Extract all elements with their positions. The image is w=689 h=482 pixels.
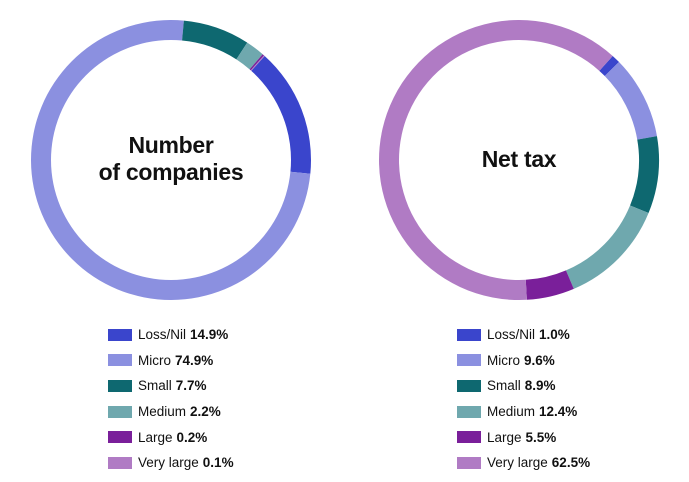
legend-label: Very large — [487, 455, 548, 471]
donut-segment-loss-nil — [599, 55, 620, 77]
net-tax-legend: Loss/Nil 1.0% Micro 9.6% Small 8.9% Medium 12.4… — [457, 322, 590, 476]
legend-value: 5.5% — [525, 429, 557, 445]
legend-value: 74.9% — [175, 352, 214, 368]
net-tax-donut-title: Net tax — [481, 146, 557, 172]
legend-value: 62.5% — [551, 455, 591, 471]
legend-swatch — [457, 328, 481, 341]
donut-segment-large — [249, 54, 265, 71]
legend-swatch — [108, 328, 132, 341]
legend-item: Micro 9.6% — [457, 348, 590, 374]
legend-swatch — [108, 354, 132, 367]
donut-segment-very-large — [250, 55, 265, 71]
legend-value: 2.2% — [190, 404, 221, 420]
legend-item: Very large 62.5% — [457, 450, 590, 476]
donut-segment-small — [182, 20, 248, 60]
net-tax-donut — [379, 19, 659, 300]
legend-label: Loss/Nil — [138, 327, 187, 343]
legend-swatch — [108, 456, 132, 469]
legend-swatch — [457, 456, 481, 469]
legend-label: Very large — [138, 455, 199, 471]
legend-swatch — [457, 405, 481, 418]
legend-value: 9.6% — [524, 352, 555, 368]
legend-swatch — [457, 431, 481, 444]
legend-label: Small — [138, 378, 172, 394]
legend-item: Medium 2.2% — [108, 399, 234, 425]
donut-segment-loss-nil — [251, 55, 311, 174]
legend-item: Large 0.2% — [108, 424, 234, 450]
legend-item: Loss/Nil 14.9% — [108, 322, 234, 348]
donut-segment-large — [525, 270, 574, 300]
legend-label: Small — [487, 378, 521, 394]
companies-legend: Loss/Nil 14.9% Micro 74.9% Small 7.7% Medium 2.… — [108, 322, 234, 476]
legend-label: Micro — [138, 352, 171, 368]
legend-label: Micro — [487, 352, 520, 368]
legend-item: Small 8.9% — [457, 373, 590, 399]
legend-label: Large — [138, 429, 173, 445]
legend-swatch — [108, 405, 132, 418]
legend-item: Micro 74.9% — [108, 348, 234, 374]
companies-donut-title: Number of companies — [98, 132, 244, 185]
donut-segment-small — [630, 136, 659, 214]
donut-segment-micro — [604, 62, 657, 140]
legend-label: Medium — [138, 404, 187, 420]
legend-swatch — [457, 354, 481, 367]
legend-label: Loss/Nil — [487, 327, 536, 343]
legend-value: 12.4% — [539, 404, 578, 420]
legend-swatch — [108, 431, 132, 444]
legend-item: Small 7.7% — [108, 373, 234, 399]
legend-value: 1.0% — [539, 327, 570, 343]
companies-donut — [31, 19, 311, 300]
donut-segment-medium — [565, 205, 649, 289]
legend-item: Medium 12.4% — [457, 399, 590, 425]
legend-value: 7.7% — [175, 378, 207, 394]
legend-item: Loss/Nil 1.0% — [457, 322, 590, 348]
legend-swatch — [457, 379, 481, 392]
legend-value: 0.1% — [202, 455, 234, 471]
legend-value: 0.2% — [176, 429, 208, 445]
donut-segment-medium — [236, 42, 263, 70]
legend-item: Very large 0.1% — [108, 450, 234, 476]
legend-label: Large — [487, 429, 522, 445]
donut-segment-very-large — [379, 19, 613, 300]
legend-item: Large 5.5% — [457, 424, 590, 450]
legend-label: Medium — [487, 404, 536, 420]
legend-value: 14.9% — [190, 327, 229, 343]
legend-value: 8.9% — [524, 378, 556, 394]
legend-swatch — [108, 379, 132, 392]
